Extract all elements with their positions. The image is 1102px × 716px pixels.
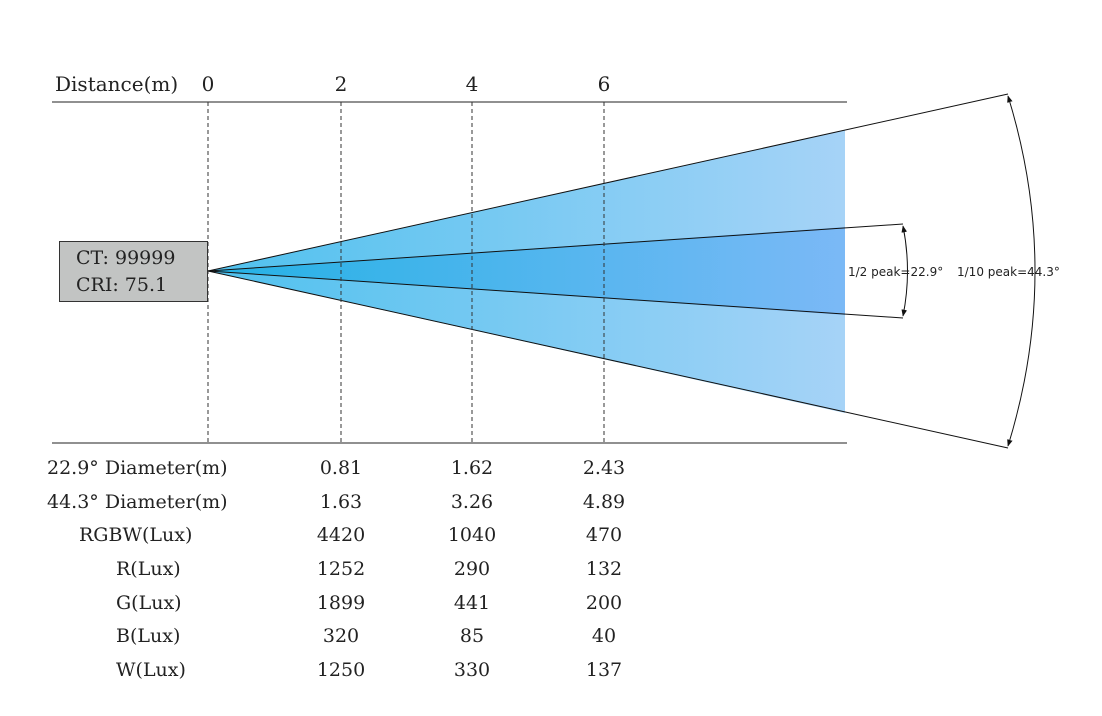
half-peak-angle-arc (901, 225, 908, 317)
half-peak-label: 1/2 peak=22.9° (848, 265, 943, 279)
distance-axis-label: Distance(m) (55, 72, 178, 96)
table-cell: 2.43 (582, 457, 626, 479)
table-cell: 132 (585, 558, 623, 580)
table-cell: 200 (585, 592, 623, 614)
table-cell: 330 (453, 659, 491, 681)
row-label-w: W(Lux) (116, 659, 186, 681)
fixture-info-box: CT: 99999 CRI: 75.1 (59, 241, 208, 302)
table-cell: 470 (585, 524, 623, 546)
row-label-g: G(Lux) (116, 592, 182, 614)
tenth-peak-label: 1/10 peak=44.3° (957, 265, 1060, 279)
inner-beam-edge-top (207, 223, 904, 272)
inner-beam-edge-bottom (207, 270, 904, 319)
row-label-rgbw: RGBW(Lux) (79, 524, 193, 546)
ct-value: CT: 99999 (76, 247, 176, 269)
table-cell: 40 (591, 625, 617, 647)
distance-tick-0: 0 (202, 72, 215, 96)
table-cell: 1.62 (450, 457, 494, 479)
tenth-peak-angle-arc (1007, 95, 1036, 447)
row-label-diameter-44: 44.3° Diameter(m) (47, 491, 228, 513)
row-label-b: B(Lux) (116, 625, 181, 647)
outer-beam-edge-top (207, 93, 1009, 272)
table-cell: 1.63 (319, 491, 363, 513)
table-cell: 4420 (316, 524, 366, 546)
table-cell: 1899 (316, 592, 366, 614)
cri-value: CRI: 75.1 (76, 274, 168, 296)
distance-tick-6: 6 (598, 72, 611, 96)
table-cell: 320 (322, 625, 360, 647)
inner-beam-cone (208, 227, 845, 315)
row-label-diameter-22: 22.9° Diameter(m) (47, 457, 228, 479)
distance-tick-4: 4 (466, 72, 479, 96)
table-cell: 0.81 (319, 457, 363, 479)
table-cell: 290 (453, 558, 491, 580)
table-cell: 1250 (316, 659, 366, 681)
table-cell: 1040 (447, 524, 497, 546)
table-cell: 4.89 (582, 491, 626, 513)
table-cell: 3.26 (450, 491, 494, 513)
distance-tick-2: 2 (335, 72, 348, 96)
row-label-r: R(Lux) (116, 558, 181, 580)
table-cell: 1252 (316, 558, 366, 580)
table-cell: 441 (453, 592, 491, 614)
table-cell: 85 (459, 625, 485, 647)
table-cell: 137 (585, 659, 623, 681)
